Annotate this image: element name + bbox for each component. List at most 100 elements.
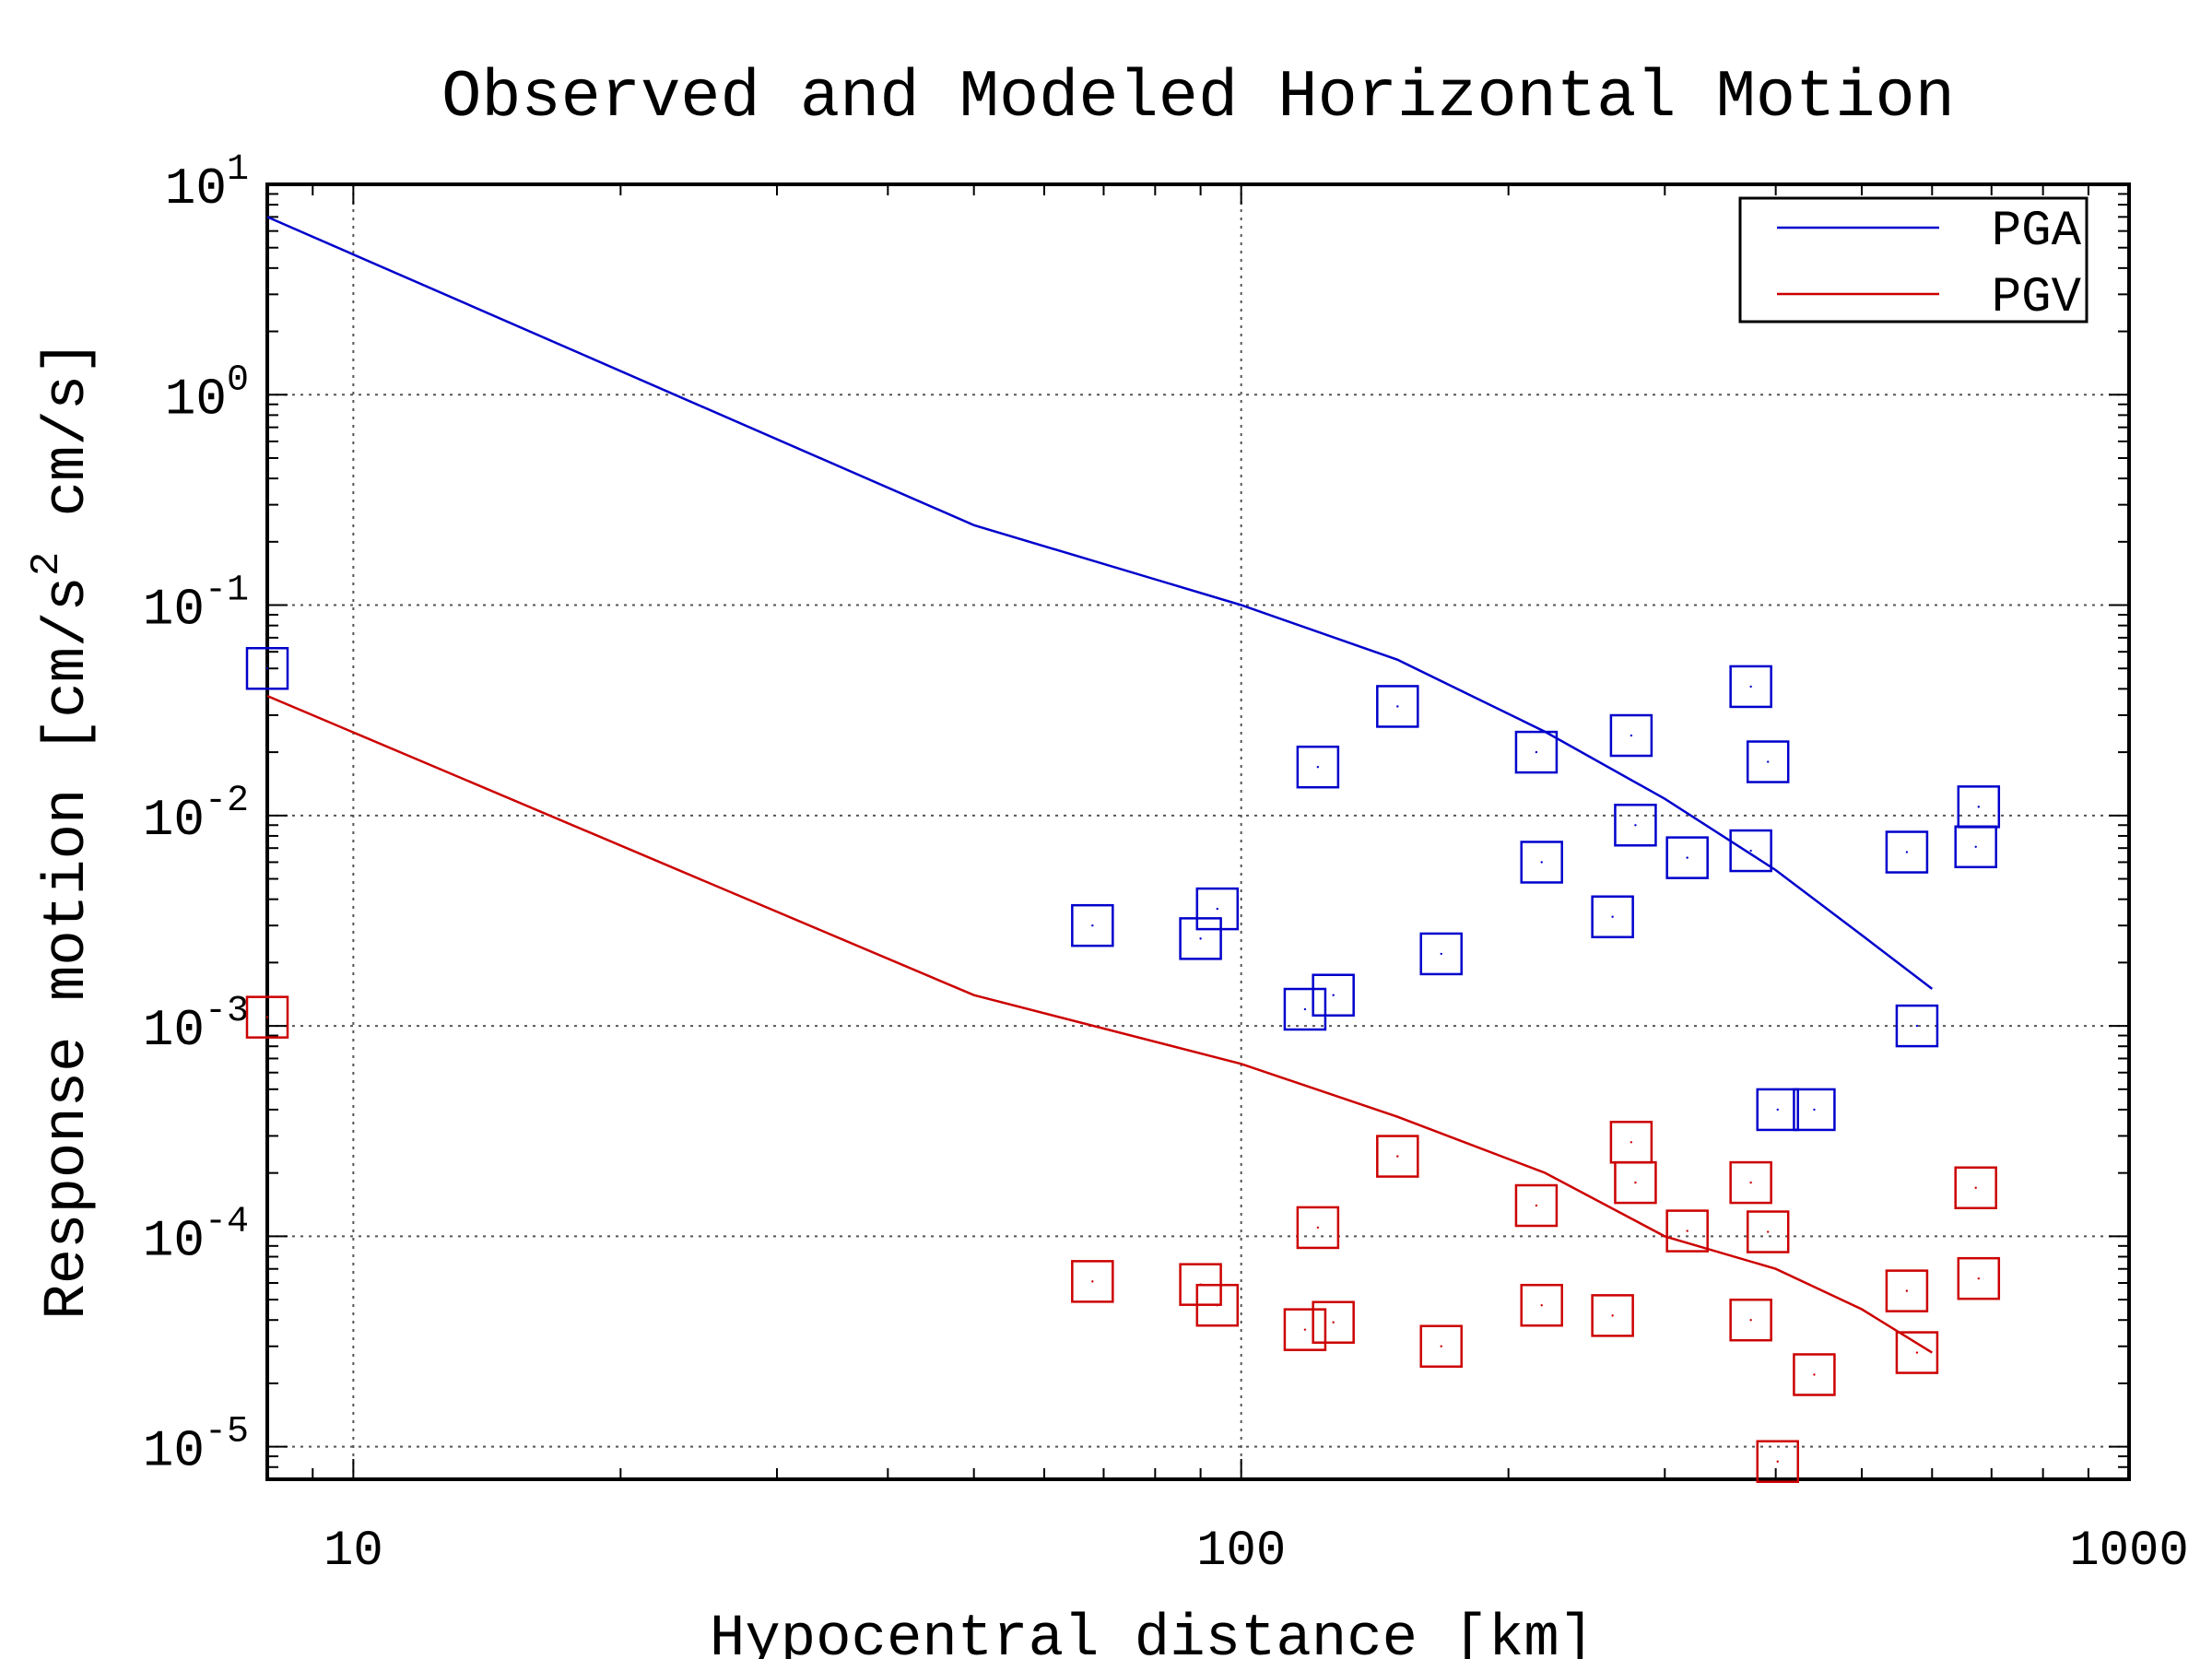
pgv-point-center bbox=[1332, 1321, 1335, 1324]
y-tick-label: 10-2 bbox=[143, 781, 249, 850]
pgv-point-center bbox=[1634, 1181, 1637, 1184]
pgv-point-center bbox=[1216, 1304, 1218, 1307]
pga-point-center bbox=[1776, 1108, 1779, 1112]
pgv-point-center bbox=[1396, 1155, 1399, 1158]
pgv-point-center bbox=[1686, 1230, 1688, 1232]
pgv-point bbox=[1419, 1324, 1463, 1368]
y-tick-label-exponent: -1 bbox=[205, 571, 249, 612]
pga-point-center bbox=[1630, 734, 1633, 737]
pgv-point-center bbox=[265, 1016, 269, 1018]
pga-point-center bbox=[1440, 952, 1442, 956]
pgv-point-center bbox=[1440, 1345, 1442, 1347]
pgv-point bbox=[1614, 1160, 1657, 1205]
pgv-point bbox=[1312, 1300, 1355, 1344]
pgv-point bbox=[1954, 1166, 1997, 1210]
pga-point-center bbox=[1303, 1007, 1307, 1011]
pga-point-center bbox=[1974, 845, 1977, 848]
pga-point bbox=[1746, 740, 1790, 783]
pgv-point-center bbox=[1813, 1373, 1816, 1376]
pga-point-center bbox=[1749, 849, 1752, 853]
pgv-point bbox=[1746, 1210, 1790, 1253]
chart-title: Observed and Modeled Horizontal Motion bbox=[441, 60, 1955, 135]
pgv-point-center bbox=[1303, 1328, 1307, 1331]
legend-box bbox=[1738, 196, 2088, 324]
y-axis-label-superscript: 2 bbox=[24, 552, 70, 576]
pga-point bbox=[1895, 1004, 1939, 1048]
pgv-point-center bbox=[1540, 1304, 1543, 1307]
pga-point-center bbox=[1332, 994, 1335, 996]
y-tick-label: 10-4 bbox=[143, 1201, 249, 1270]
y-tick-label-base: 10 bbox=[165, 370, 227, 429]
y-axis-label-tail: cm/s] bbox=[35, 339, 101, 551]
pga-point bbox=[1665, 836, 1709, 879]
pga-point bbox=[1312, 973, 1355, 1017]
pga-point-center bbox=[1749, 685, 1752, 688]
pgv-point bbox=[1793, 1353, 1836, 1396]
pga-point bbox=[1591, 895, 1634, 938]
pgv-point-center bbox=[1630, 1141, 1633, 1144]
pga-point-center bbox=[1535, 750, 1538, 754]
pga-point bbox=[1514, 730, 1559, 774]
pga-point-center bbox=[1611, 915, 1614, 918]
pga-point bbox=[1729, 829, 1772, 873]
pgv-point-center bbox=[1776, 1460, 1779, 1463]
x-tick-label: 100 bbox=[1196, 1524, 1286, 1580]
y-tick-label: 10-1 bbox=[143, 571, 249, 640]
y-tick-label-exponent: -4 bbox=[205, 1201, 249, 1242]
pga-point bbox=[1957, 785, 2001, 829]
pga-point-center bbox=[1915, 1024, 1919, 1028]
pgv-model-line bbox=[266, 694, 1933, 1354]
x-tick-label: 10 bbox=[324, 1524, 383, 1580]
pga-point bbox=[1520, 841, 1563, 884]
pga-point-center bbox=[1977, 806, 1981, 808]
y-axis-label: Response motion [cm/s2 cm/s] bbox=[24, 339, 101, 1319]
pgv-point-center bbox=[1535, 1204, 1538, 1207]
data-marks bbox=[245, 216, 2001, 1484]
pgv-point-center bbox=[1749, 1181, 1752, 1184]
y-tick-label-base: 10 bbox=[165, 159, 227, 218]
pga-point-center bbox=[265, 667, 269, 670]
y-tick-label-exponent: 1 bbox=[227, 149, 249, 191]
pga-point bbox=[1195, 887, 1240, 931]
pga-point-center bbox=[1686, 856, 1688, 859]
pga-point-center bbox=[1540, 861, 1543, 864]
legend: PGA PGV bbox=[1738, 196, 2088, 326]
pgv-point-center bbox=[1977, 1277, 1981, 1280]
pga-point bbox=[1614, 804, 1657, 847]
pga-point bbox=[1419, 932, 1463, 976]
pga-point bbox=[1296, 745, 1340, 789]
pga-point-center bbox=[1091, 924, 1094, 927]
pgv-point-center bbox=[1316, 1226, 1320, 1230]
plot-area: 10 100 100010110010-110-210-310-410-5PGAPG… bbox=[143, 149, 2189, 1580]
pgv-point bbox=[1895, 1331, 1939, 1374]
pga-point bbox=[1376, 685, 1419, 728]
pgv-point-center bbox=[1091, 1280, 1094, 1283]
y-tick-label-base: 10 bbox=[143, 791, 205, 850]
pgv-point bbox=[1591, 1294, 1634, 1337]
pga-point-center bbox=[1199, 937, 1202, 940]
plot-frame bbox=[265, 182, 2131, 1481]
pga-model-line bbox=[266, 216, 1934, 990]
y-axis-label-main: Response motion [cm/s bbox=[35, 576, 101, 1320]
pga-point bbox=[245, 647, 289, 690]
pga-point bbox=[1885, 830, 1929, 874]
y-tick-label-base: 10 bbox=[143, 1422, 205, 1481]
pga-point bbox=[1756, 1088, 1799, 1132]
pga-point-center bbox=[1396, 705, 1399, 708]
pga-point bbox=[1729, 665, 1772, 709]
y-tick-label: 101 bbox=[165, 149, 249, 218]
pga-point-center bbox=[1767, 760, 1770, 763]
pgv-point bbox=[1514, 1183, 1559, 1228]
legend-label-pgv: PGV bbox=[1992, 270, 2082, 326]
pga-point-center bbox=[1813, 1108, 1816, 1112]
pgv-point bbox=[1665, 1209, 1709, 1253]
pgv-point-center bbox=[1974, 1186, 1977, 1189]
pga-point-center bbox=[1216, 907, 1218, 911]
legend-label-pga: PGA bbox=[1992, 204, 2082, 260]
pga-point-center bbox=[1634, 824, 1637, 827]
pgv-point bbox=[1885, 1269, 1929, 1312]
pgv-point bbox=[1520, 1283, 1563, 1327]
pgv-point bbox=[245, 995, 289, 1039]
y-tick-label-base: 10 bbox=[143, 1001, 205, 1060]
